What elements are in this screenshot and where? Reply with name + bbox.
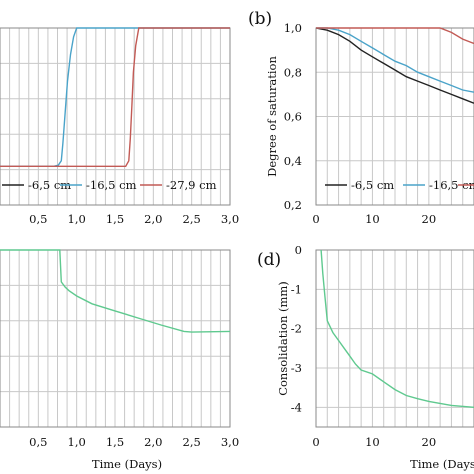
x-tick-label: 0,5 bbox=[29, 212, 47, 226]
y-tick-label: 0,6 bbox=[284, 110, 302, 124]
legend-label: -16,5 cm bbox=[86, 178, 137, 192]
x-tick-label: 20 bbox=[422, 212, 437, 226]
x-axis-label: Time (Days) bbox=[92, 457, 162, 471]
plot-frame bbox=[0, 249, 231, 428]
y-tick-label: -1 bbox=[291, 282, 302, 296]
gridlines bbox=[316, 249, 474, 427]
x-tick-label: 0 bbox=[312, 212, 319, 226]
y-tick-label: -4 bbox=[291, 400, 302, 414]
legend-label: -16,5 cm bbox=[429, 178, 474, 192]
legend-label: -6,5 cm bbox=[28, 178, 71, 192]
panel-letter: (d) bbox=[257, 250, 281, 270]
y-tick-label: -3 bbox=[291, 361, 302, 375]
panel-letter: (b) bbox=[248, 9, 272, 29]
x-tick-label: 1,5 bbox=[106, 212, 124, 226]
x-axis-label: Time (Days bbox=[410, 457, 474, 471]
legend: -6,5 cm-16,5 cm-27,9 cm bbox=[325, 178, 474, 192]
x-tick-label: 1,5 bbox=[106, 435, 124, 449]
panel-2: 0 10 20 0,2 0,4 0,6 0,8 1,0 Degree of saturation… bbox=[248, 9, 474, 226]
series-line-2 bbox=[316, 27, 474, 93]
y-tick-label: 0 bbox=[295, 243, 302, 257]
x-tick-label: 10 bbox=[365, 435, 380, 449]
y-tick-label: 0,4 bbox=[284, 154, 302, 168]
panel-1: 0,5 1,0 1,5 2,0 2,5 3,0 -6,5 cm -16,5 cm -27,9 c… bbox=[0, 27, 239, 226]
x-tick-label: 20 bbox=[422, 435, 437, 449]
legend: -6,5 cm -16,5 cm -27,9 cm bbox=[2, 178, 217, 192]
y-axis-label: Consolidation (mm) bbox=[276, 281, 290, 396]
y-tick-label: 0,2 bbox=[284, 198, 302, 212]
y-tick-label: 1,0 bbox=[284, 21, 302, 35]
x-tick-label: 2,5 bbox=[183, 212, 201, 226]
series-line-3 bbox=[0, 27, 230, 167]
legend-label: -27,9 cm bbox=[166, 178, 217, 192]
series-line-1 bbox=[316, 27, 474, 104]
series-line-2 bbox=[0, 27, 230, 167]
x-tick-label: 3,0 bbox=[221, 212, 239, 226]
x-tick-label: 10 bbox=[365, 212, 380, 226]
x-tick-label: 2,5 bbox=[183, 435, 201, 449]
x-tick-label: 0,5 bbox=[29, 435, 47, 449]
y-axis-label: Degree of saturation bbox=[265, 56, 279, 177]
y-tick-label: 0,8 bbox=[284, 65, 302, 79]
y-tick-label: -2 bbox=[291, 322, 302, 336]
x-tick-label: 1,0 bbox=[68, 212, 86, 226]
x-tick-label: 1,0 bbox=[68, 435, 86, 449]
plot-frame bbox=[315, 249, 474, 428]
x-tick-label: 2,0 bbox=[144, 212, 162, 226]
legend-label: -6,5 cm bbox=[351, 178, 394, 192]
x-tick-label: 0 bbox=[312, 435, 319, 449]
series-line-1 bbox=[320, 249, 474, 408]
series-line-3 bbox=[316, 27, 474, 45]
panel-3: 0,5 1,0 1,5 2,0 2,5 3,0 Time (Days) bbox=[0, 249, 239, 471]
gridlines bbox=[0, 250, 230, 427]
x-tick-label: 2,0 bbox=[144, 435, 162, 449]
series-line-1 bbox=[0, 249, 230, 333]
x-tick-label: 3,0 bbox=[221, 435, 239, 449]
gridlines bbox=[0, 28, 230, 205]
